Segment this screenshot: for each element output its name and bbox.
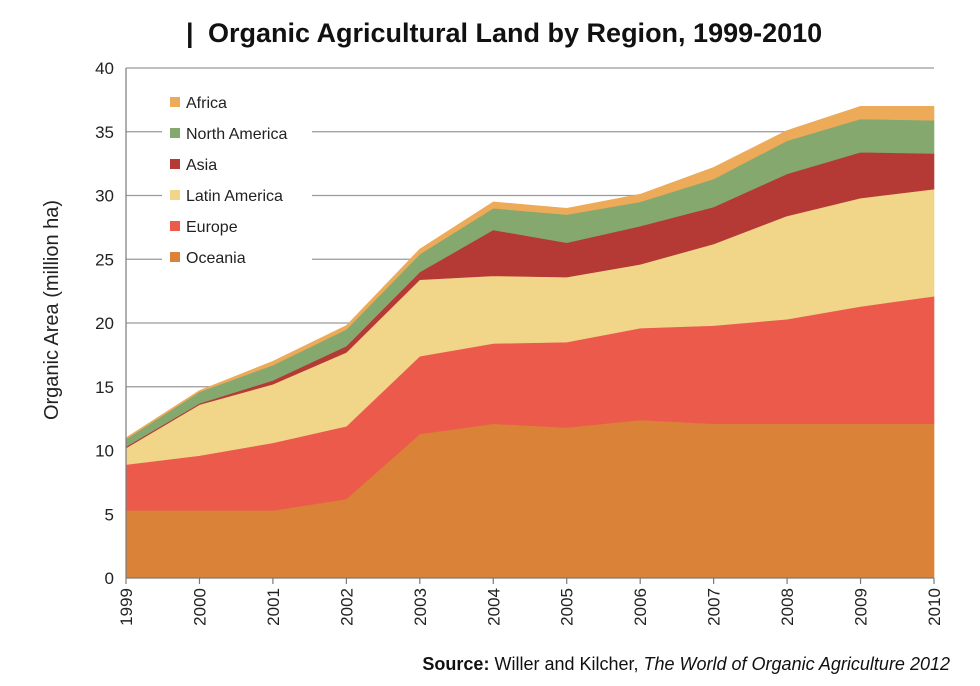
- legend-item: Africa: [170, 95, 227, 112]
- area-series: [125, 105, 935, 579]
- legend-item: Latin America: [170, 188, 283, 205]
- legend-background: [162, 86, 312, 274]
- x-tick-label: 2009: [852, 588, 871, 626]
- legend-swatch: [170, 221, 180, 231]
- x-tick-label: 2004: [484, 588, 503, 626]
- x-tick-label: 1999: [117, 588, 136, 626]
- source-work: The World of Organic Agriculture 2012: [644, 654, 950, 674]
- legend-label: Oceania: [186, 250, 246, 267]
- legend-item: Asia: [170, 157, 217, 174]
- y-axis-label: Organic Area (million ha): [41, 200, 63, 420]
- chart-title: | Organic Agricultural Land by Region, 1…: [186, 18, 822, 48]
- x-tick-label: 2008: [778, 588, 797, 626]
- y-tick-label: 25: [95, 250, 114, 269]
- axes: 0 5 10 15 20 25 30 35 40 1999 2000 2001 2002 2003 2004…: [95, 59, 944, 626]
- y-tick-label: 15: [95, 378, 114, 397]
- x-tick-label: 2006: [631, 588, 650, 626]
- x-tick-label: 2010: [925, 588, 944, 626]
- y-tick-label: 0: [105, 569, 114, 588]
- legend-label: North America: [186, 126, 287, 143]
- legend-label: Africa: [186, 95, 227, 112]
- y-tick-label: 5: [105, 505, 114, 524]
- legend-item: Europe: [170, 219, 238, 236]
- legend-label: Asia: [186, 157, 217, 174]
- legend-label: Europe: [186, 219, 238, 236]
- legend-swatch: [170, 159, 180, 169]
- x-tick-label: 2002: [337, 588, 356, 626]
- legend-swatch: [170, 190, 180, 200]
- x-tick-label: 2007: [705, 588, 724, 626]
- area-africa: [125, 105, 935, 440]
- legend-item: North America: [170, 126, 287, 143]
- x-tick-label: 2001: [264, 588, 283, 626]
- legend-item: Oceania: [170, 250, 246, 267]
- x-tick-label: 2000: [190, 588, 209, 626]
- source-note: Source: Willer and Kilcher, The World of…: [422, 654, 950, 674]
- y-tick-label: 30: [95, 187, 114, 206]
- y-tick-label: 35: [95, 123, 114, 142]
- y-tick-label: 40: [95, 59, 114, 78]
- legend-swatch: [170, 128, 180, 138]
- chart-title-text: Organic Agricultural Land by Region, 199…: [208, 18, 822, 48]
- source-authors: Willer and Kilcher,: [489, 654, 643, 674]
- y-tick-label: 20: [95, 314, 114, 333]
- legend-swatch: [170, 97, 180, 107]
- title-bar-mark: |: [186, 18, 194, 48]
- x-tick-label: 2005: [558, 588, 577, 626]
- y-tick-label: 10: [95, 442, 114, 461]
- legend-label: Latin America: [186, 188, 283, 205]
- legend: Africa North America Asia Latin America Euro…: [162, 86, 312, 274]
- legend-swatch: [170, 252, 180, 262]
- source-label: Source:: [422, 654, 489, 674]
- x-tick-label: 2003: [411, 588, 430, 626]
